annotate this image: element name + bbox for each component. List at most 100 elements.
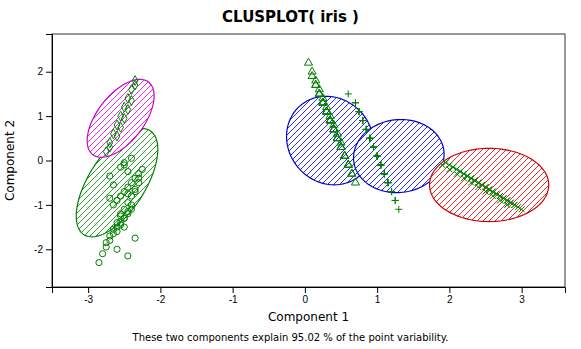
point (341, 151, 349, 158)
y-tick-label: 1 (37, 111, 43, 122)
point (352, 99, 359, 106)
point (107, 195, 113, 201)
point (125, 105, 131, 115)
point (356, 108, 363, 115)
point (110, 226, 116, 232)
point (356, 108, 363, 115)
point (366, 135, 373, 142)
x-tick-label: 3 (519, 294, 525, 305)
point (118, 211, 124, 217)
subtitle: These two components explain 95.02 % of … (132, 332, 449, 343)
y-tick-mark (46, 72, 52, 73)
y-tick: 1 (37, 111, 52, 122)
point (359, 117, 366, 124)
point (121, 113, 127, 123)
y-tick-label: -1 (34, 200, 43, 211)
point (308, 72, 316, 79)
point (374, 153, 381, 160)
point (348, 169, 356, 176)
point (519, 206, 525, 212)
point (323, 107, 331, 114)
point (461, 171, 467, 177)
point (468, 175, 474, 181)
plot-frame (52, 34, 565, 287)
point (128, 155, 134, 161)
point (315, 89, 323, 96)
point (118, 193, 124, 199)
point (118, 164, 124, 170)
point (114, 220, 120, 226)
series-triangle (304, 58, 359, 185)
point (118, 222, 124, 228)
y-tick-mark (46, 205, 52, 206)
series-x (439, 160, 524, 213)
point (128, 180, 134, 186)
point (330, 125, 338, 132)
point (345, 90, 352, 97)
point (312, 80, 320, 87)
point (381, 170, 388, 177)
point (370, 144, 377, 151)
point (366, 135, 373, 142)
x-tick-mark (160, 287, 161, 293)
point (341, 151, 349, 158)
point (366, 135, 373, 142)
point (121, 188, 127, 194)
x-tick: 3 (519, 287, 525, 305)
point (319, 98, 327, 105)
point (333, 134, 341, 141)
point (330, 125, 338, 132)
point (504, 197, 510, 203)
point (333, 134, 341, 141)
point (96, 259, 102, 265)
point (136, 175, 142, 181)
point (125, 184, 131, 190)
point (381, 170, 388, 177)
point (103, 147, 109, 157)
point (341, 151, 349, 158)
point (125, 208, 131, 214)
point (103, 240, 109, 246)
series-diamond (103, 76, 138, 157)
point (326, 116, 334, 123)
point (374, 153, 381, 160)
point (337, 143, 345, 150)
point (388, 188, 395, 195)
y-axis: -2-1012 (34, 35, 52, 288)
title: CLUSPLOT( iris ) (222, 8, 359, 26)
y-tick-label: -2 (34, 244, 43, 255)
point (392, 197, 399, 204)
cluster-ellipse (430, 148, 549, 221)
point (139, 166, 145, 172)
point (384, 179, 391, 186)
point (125, 200, 131, 206)
point (381, 170, 388, 177)
point (323, 107, 331, 114)
y-axis-title: Component 2 (3, 120, 17, 201)
point (333, 134, 341, 141)
point (114, 246, 120, 252)
point (315, 89, 323, 96)
point (356, 108, 363, 115)
point (125, 169, 131, 175)
point (121, 160, 127, 166)
x-tick: -2 (156, 287, 165, 305)
point (121, 215, 127, 221)
chart: -3-2-10123-2-1012CLUSPLOT( iris )Compone… (0, 0, 581, 349)
x-tick: 2 (447, 287, 453, 305)
x-tick-mark (88, 287, 89, 293)
point (330, 125, 338, 132)
point (333, 134, 341, 141)
y-tick: 2 (37, 66, 52, 77)
point (370, 144, 377, 151)
point (483, 184, 489, 190)
point (337, 143, 345, 150)
point (132, 188, 138, 194)
point (312, 80, 320, 87)
point (374, 153, 381, 160)
point (384, 179, 391, 186)
point (107, 233, 113, 239)
point (384, 179, 391, 186)
y-axis-line (46, 35, 53, 288)
point (363, 126, 370, 133)
